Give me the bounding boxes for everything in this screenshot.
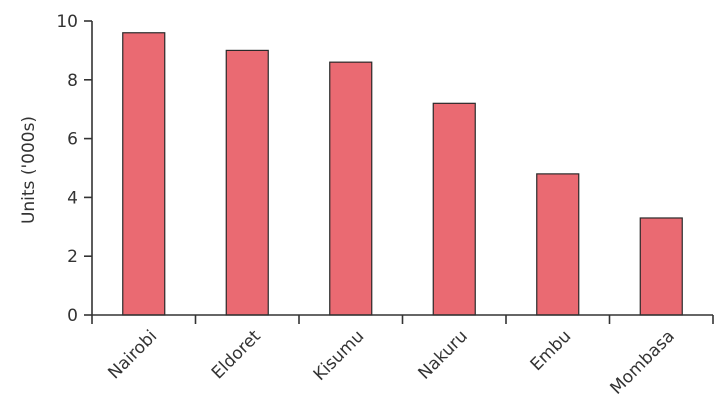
- bar-eldoret: [225, 49, 269, 316]
- y-tick-label: 10: [56, 12, 78, 32]
- y-tick-label: 2: [67, 247, 78, 267]
- bar-mombasa: [639, 217, 683, 316]
- y-tick-label: 8: [67, 71, 78, 91]
- x-category-label: Embu: [527, 326, 576, 375]
- x-axis: Nairobi Eldoret Kisumu Nakuru Embu Mombasa: [91, 314, 714, 399]
- bars: [122, 32, 683, 316]
- x-category-label: Eldoret: [208, 326, 265, 383]
- bar-nakuru: [432, 102, 476, 316]
- bar-nairobi: [122, 32, 166, 316]
- bar-kisumu: [329, 61, 373, 316]
- y-axis-title: Units ('000s): [19, 116, 39, 224]
- y-tick-label: 4: [67, 188, 78, 208]
- y-tick-label: 6: [67, 130, 78, 150]
- x-category-label: Nairobi: [104, 326, 161, 383]
- x-category-label: Mombasa: [607, 326, 679, 398]
- y-tick-label: 0: [67, 306, 78, 326]
- bar-embu: [536, 173, 580, 316]
- y-axis: 0 2 4 6 8 10: [56, 12, 93, 326]
- x-category-label: Nakuru: [415, 326, 472, 383]
- x-category-label: Kisumu: [310, 326, 369, 385]
